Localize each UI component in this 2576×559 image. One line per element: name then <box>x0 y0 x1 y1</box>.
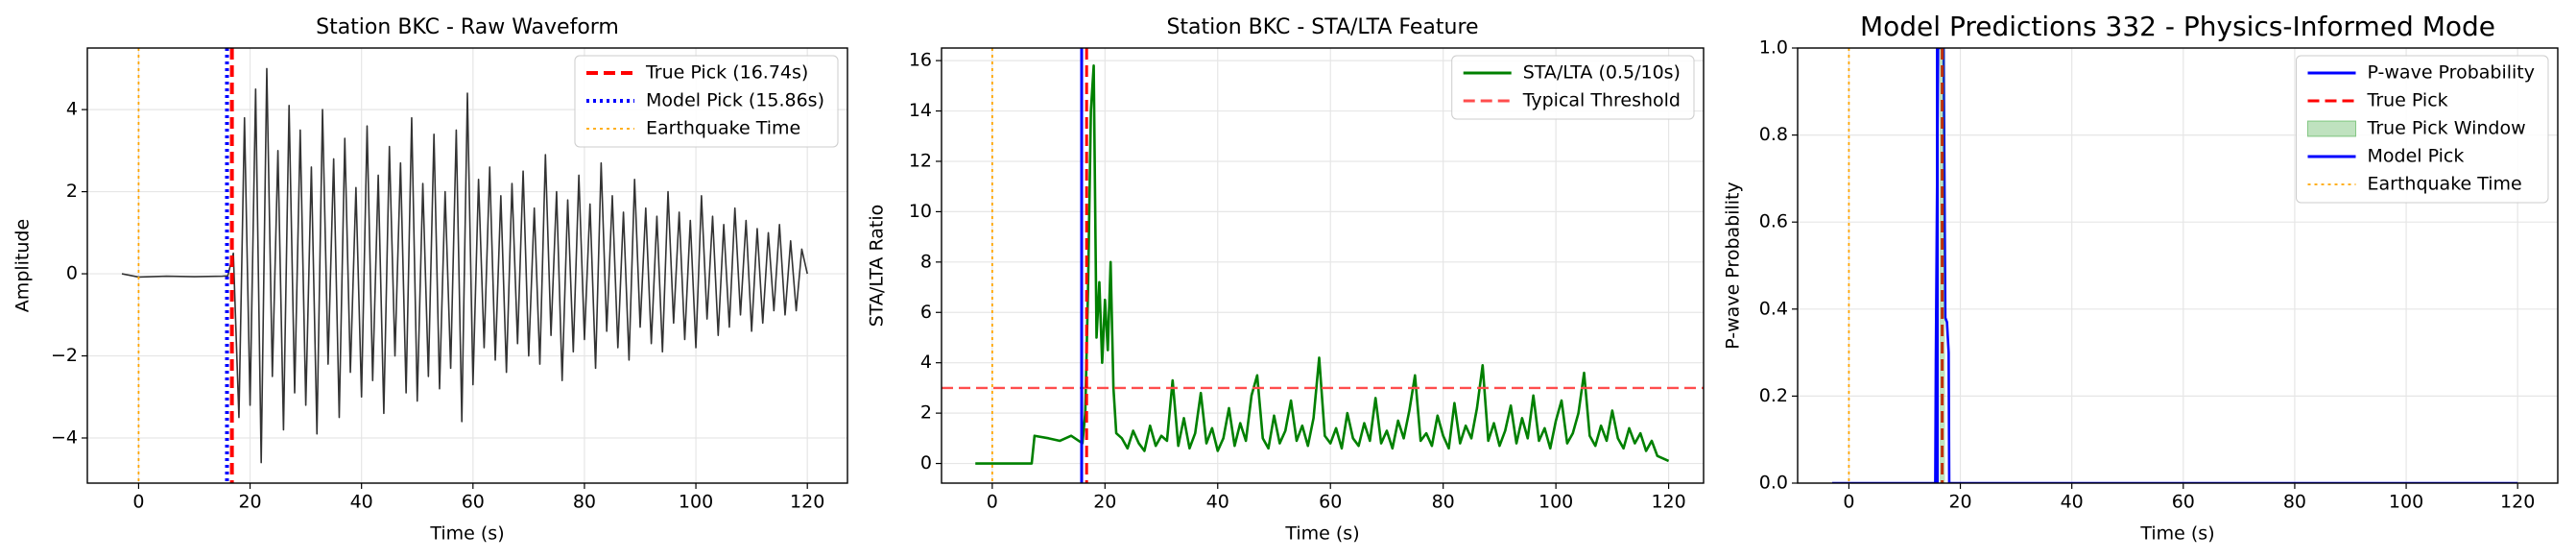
legend-label: True Pick Window <box>2367 118 2526 139</box>
legend-box <box>1451 55 1695 120</box>
y-tick-label: 1.0 <box>1759 37 1788 59</box>
y-tick-label: 16 <box>909 50 932 71</box>
data-line <box>1832 48 2518 483</box>
y-tick-label: 0.2 <box>1759 385 1788 406</box>
y-tick-label: 2 <box>920 402 932 424</box>
x-tick-label: 120 <box>790 492 824 513</box>
legend-box <box>2296 55 2549 204</box>
x-tick-label: 80 <box>2283 492 2306 513</box>
y-axis-label: P-wave Probability <box>1723 182 1744 350</box>
x-tick-label: 80 <box>1432 492 1455 513</box>
x-tick-label: 120 <box>1651 492 1685 513</box>
x-tick-label: 60 <box>462 492 485 513</box>
x-tick-label: 60 <box>2172 492 2195 513</box>
y-tick-label: 0 <box>920 452 932 474</box>
legend: True Pick (16.74s) Model Pick (15.86s) Ear… <box>574 55 839 148</box>
x-tick-label: 40 <box>1206 492 1229 513</box>
y-tick-label: 2 <box>66 181 78 202</box>
data-line <box>121 67 808 464</box>
y-axis-label: STA/LTA Ratio <box>867 205 888 328</box>
legend-label: Model Pick <box>2368 146 2465 167</box>
x-tick-label: 120 <box>2500 492 2535 513</box>
x-tick-label: 20 <box>1093 492 1116 513</box>
y-tick-label: −2 <box>51 345 78 366</box>
legend: P-wave Probability True Pick True Pick Win… <box>2296 55 2549 204</box>
y-tick-label: 0 <box>66 263 78 284</box>
x-tick-label: 20 <box>238 492 261 513</box>
x-tick-label: 0 <box>987 492 998 513</box>
y-tick-label: 4 <box>66 99 78 120</box>
panel-title: Model Predictions 332 - Physics-Informed… <box>1860 11 2495 42</box>
plot-area <box>121 48 808 483</box>
legend-label: Typical Threshold <box>1522 90 1681 111</box>
x-tick-label: 40 <box>2061 492 2084 513</box>
x-tick-label: 80 <box>573 492 596 513</box>
y-tick-label: 0.8 <box>1759 124 1788 145</box>
x-tick-label: 100 <box>679 492 713 513</box>
plot-area <box>942 48 1704 483</box>
y-tick-label: −4 <box>51 426 78 448</box>
y-tick-label: 0.0 <box>1759 473 1788 494</box>
y-tick-label: 6 <box>920 302 932 323</box>
x-tick-label: 20 <box>1948 492 1971 513</box>
axes-frame <box>86 47 848 484</box>
legend-swatch <box>2307 120 2356 137</box>
legend-label: P-wave Probability <box>2368 62 2536 84</box>
window-span <box>1939 48 1945 483</box>
legend-label: True Pick (16.74s) <box>645 62 808 84</box>
y-tick-label: 12 <box>909 150 932 171</box>
panel-title: Station BKC - Raw Waveform <box>316 15 619 39</box>
legend-label: Model Pick (15.86s) <box>646 90 824 111</box>
plot-area <box>1832 48 2518 483</box>
axes-frame <box>941 47 1705 484</box>
y-tick-label: 14 <box>909 100 932 121</box>
y-tick-label: 8 <box>920 251 932 272</box>
legend-label: Earthquake Time <box>646 118 800 139</box>
x-tick-label: 40 <box>350 492 373 513</box>
x-tick-label: 0 <box>1843 492 1854 513</box>
y-tick-label: 10 <box>909 201 932 222</box>
legend-label: Earthquake Time <box>2368 174 2522 195</box>
y-tick-label: 0.6 <box>1759 211 1788 232</box>
x-axis-label: Time (s) <box>2139 523 2214 545</box>
y-tick-label: 4 <box>920 352 932 373</box>
legend-label: True Pick <box>2367 90 2448 111</box>
axes-frame <box>1797 47 2559 484</box>
legend-label: STA/LTA (0.5/10s) <box>1523 62 1681 84</box>
legend: STA/LTA (0.5/10s) Typical Threshold <box>1451 55 1695 120</box>
panel: Station BKC - Raw Waveform Time (s) Amplit… <box>12 15 848 545</box>
y-tick-label: 0.4 <box>1759 298 1788 319</box>
legend-box <box>574 55 839 148</box>
x-axis-label: Time (s) <box>1284 523 1359 545</box>
panel: Model Predictions 332 - Physics-Informed… <box>1723 11 2559 545</box>
x-tick-label: 60 <box>1319 492 1342 513</box>
y-axis-label: Amplitude <box>12 219 34 312</box>
x-tick-label: 0 <box>132 492 144 513</box>
data-line <box>975 64 1670 465</box>
x-tick-label: 100 <box>2389 492 2423 513</box>
panel: Station BKC - STA/LTA Feature Time (s) STA… <box>867 15 1705 545</box>
x-tick-label: 100 <box>1538 492 1573 513</box>
panel-title: Station BKC - STA/LTA Feature <box>1166 15 1478 39</box>
x-axis-label: Time (s) <box>429 523 504 545</box>
